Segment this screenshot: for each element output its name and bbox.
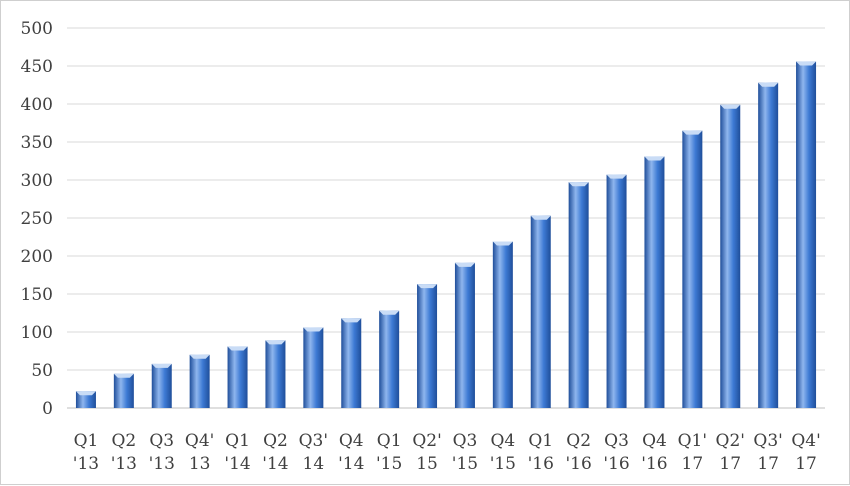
bar	[796, 61, 817, 408]
bar-bevel	[492, 241, 513, 246]
bar	[606, 174, 627, 408]
bar-body	[682, 130, 703, 408]
bar-body	[530, 215, 551, 408]
bar-bevel	[265, 340, 286, 345]
bar	[227, 346, 248, 408]
bar-bevel	[796, 61, 817, 66]
bar	[75, 391, 96, 408]
bar-body	[341, 318, 362, 408]
bar-bevel	[189, 354, 210, 359]
y-tick-label: 300	[21, 171, 53, 191]
bar-bevel	[341, 318, 362, 323]
x-category-label: Q4'16	[641, 431, 667, 474]
y-tick-label: 450	[21, 57, 53, 77]
y-tick-label: 500	[21, 19, 53, 39]
bar-bevel	[530, 215, 551, 220]
bars	[75, 61, 817, 408]
bar-body	[75, 391, 96, 408]
y-tick-label: 0	[42, 399, 53, 419]
x-category-label: Q2' 15	[412, 431, 441, 474]
bar	[113, 373, 134, 408]
bar	[682, 130, 703, 408]
bar	[568, 182, 589, 408]
bar	[530, 215, 551, 408]
bar-bevel	[75, 391, 96, 396]
x-category-label: Q4' 17	[791, 431, 820, 474]
y-tick-label: 150	[21, 285, 53, 305]
bar	[454, 262, 475, 408]
bar	[303, 327, 324, 408]
x-category-label: Q2'16	[565, 431, 591, 474]
bar-bevel	[758, 82, 779, 87]
x-category-label: Q3' 17	[753, 431, 782, 474]
y-tick-label: 400	[21, 95, 53, 115]
bar-body	[417, 284, 438, 408]
y-tick-label: 200	[21, 247, 53, 267]
bar-body	[606, 174, 627, 408]
bar-body	[227, 346, 248, 408]
gridlines	[67, 27, 825, 409]
bar	[341, 318, 362, 408]
bar	[189, 354, 210, 408]
bar-bevel	[113, 373, 134, 378]
y-tick-label: 100	[21, 323, 53, 343]
bar-bevel	[303, 327, 324, 332]
bar	[758, 82, 779, 408]
bar-bevel	[227, 346, 248, 351]
bar-bevel	[379, 310, 400, 315]
bar-body	[151, 363, 172, 408]
x-category-label: Q3'13	[149, 431, 175, 474]
bar-body	[758, 82, 779, 408]
bar-body	[454, 262, 475, 408]
x-category-label: Q3' 14	[299, 431, 328, 474]
bar	[720, 104, 741, 408]
y-axis-tick-labels: 0 50 100 150 200 250 300 350 400 450 500	[21, 19, 53, 419]
bar-body	[303, 327, 324, 408]
bar-bevel	[682, 130, 703, 135]
bar	[644, 156, 665, 408]
bar-body	[379, 310, 400, 408]
x-axis-category-labels: Q1'13 Q2'13 Q3'13 Q4' 13 Q1'14 Q2'14 Q3' 14 Q4'14…	[73, 431, 821, 474]
bar	[379, 310, 400, 408]
bar	[265, 340, 286, 408]
x-category-label: Q3'15	[452, 431, 478, 474]
bar-bevel	[606, 174, 627, 179]
x-category-label: Q2'14	[262, 431, 288, 474]
bar-bevel	[720, 104, 741, 109]
x-category-label: Q1'16	[528, 431, 554, 474]
x-category-label: Q2'13	[111, 431, 137, 474]
bar-bevel	[151, 363, 172, 368]
bar-body	[113, 373, 134, 408]
bar-bevel	[644, 156, 665, 161]
bar	[151, 363, 172, 408]
x-category-label: Q1'15	[376, 431, 402, 474]
x-category-label: Q4'15	[490, 431, 516, 474]
y-tick-label: 50	[31, 361, 53, 381]
x-category-label: Q1'14	[224, 431, 250, 474]
bar	[417, 284, 438, 408]
x-category-label: Q1'13	[73, 431, 99, 474]
bar-body	[265, 340, 286, 408]
bar-body	[189, 354, 210, 408]
bar-body	[568, 182, 589, 408]
bar	[492, 241, 513, 408]
bar-bevel	[568, 182, 589, 187]
bar-body	[492, 241, 513, 408]
y-tick-label: 250	[21, 209, 53, 229]
x-category-label: Q1' 17	[678, 431, 707, 474]
x-category-label: Q3'16	[603, 431, 629, 474]
x-category-label: Q4'14	[338, 431, 364, 474]
y-tick-label: 350	[21, 133, 53, 153]
bar-body	[644, 156, 665, 408]
bar-body	[720, 104, 741, 408]
x-category-label: Q2' 17	[716, 431, 745, 474]
bar-bevel	[454, 262, 475, 267]
x-category-label: Q4' 13	[185, 431, 214, 474]
bar-body	[796, 61, 817, 408]
bar-bevel	[417, 284, 438, 289]
